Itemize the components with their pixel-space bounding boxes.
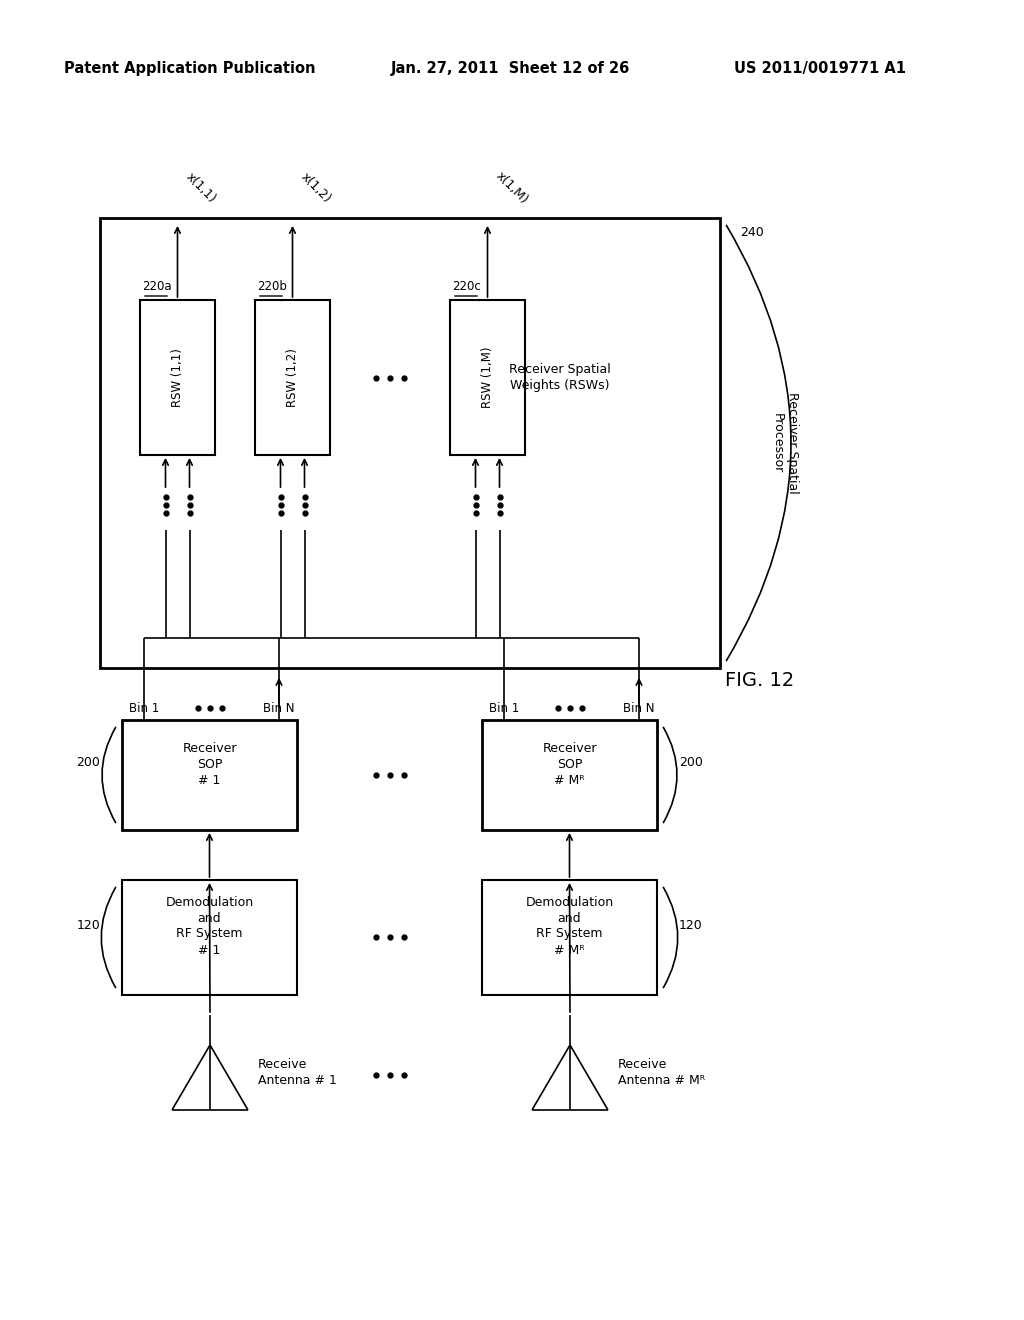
Text: Bin N: Bin N (624, 701, 654, 714)
Text: 220a: 220a (142, 280, 172, 293)
Text: # Mᴿ: # Mᴿ (554, 774, 585, 787)
Bar (122, 880, 297, 995)
Text: US 2011/0019771 A1: US 2011/0019771 A1 (734, 61, 906, 75)
Text: 220b: 220b (257, 280, 287, 293)
Text: and: and (558, 912, 582, 924)
Bar (255, 300, 330, 455)
Text: 120: 120 (679, 919, 702, 932)
Bar (140, 300, 215, 455)
Text: x(1,M): x(1,M) (494, 169, 530, 207)
Text: Bin 1: Bin 1 (488, 701, 519, 714)
Text: Jan. 27, 2011  Sheet 12 of 26: Jan. 27, 2011 Sheet 12 of 26 (390, 61, 630, 75)
Text: FIG. 12: FIG. 12 (725, 671, 795, 689)
Text: RSW (1,2): RSW (1,2) (286, 348, 299, 407)
Text: Bin N: Bin N (263, 701, 295, 714)
Text: Receiver Spatial
Weights (RSWs): Receiver Spatial Weights (RSWs) (509, 363, 611, 392)
Text: Patent Application Publication: Patent Application Publication (65, 61, 315, 75)
Text: RF System: RF System (537, 928, 603, 940)
Text: Antenna # 1: Antenna # 1 (258, 1074, 337, 1088)
Text: Receive: Receive (618, 1059, 668, 1072)
Text: Receiver: Receiver (543, 742, 597, 755)
Text: SOP: SOP (557, 758, 583, 771)
Text: RSW (1,M): RSW (1,M) (481, 347, 494, 408)
Text: x(1,2): x(1,2) (299, 170, 334, 206)
Text: RSW (1,1): RSW (1,1) (171, 348, 184, 407)
Text: # 1: # 1 (199, 944, 221, 957)
Text: # Mᴿ: # Mᴿ (554, 944, 585, 957)
Text: SOP: SOP (197, 758, 222, 771)
Bar (450, 300, 525, 455)
Bar (482, 880, 657, 995)
Text: 200: 200 (679, 756, 702, 770)
Text: # 1: # 1 (199, 774, 221, 787)
Bar (482, 719, 657, 830)
Text: x(1,1): x(1,1) (183, 170, 219, 206)
Text: and: and (198, 912, 221, 924)
Text: 200: 200 (76, 756, 100, 770)
Text: Bin 1: Bin 1 (129, 701, 159, 714)
Text: Receive: Receive (258, 1059, 307, 1072)
Text: 120: 120 (76, 919, 100, 932)
Text: 220c: 220c (452, 280, 480, 293)
Text: Antenna # Mᴿ: Antenna # Mᴿ (618, 1074, 706, 1088)
Text: Demodulation: Demodulation (166, 895, 254, 908)
Bar (100, 218, 720, 668)
Bar (122, 719, 297, 830)
Text: Demodulation: Demodulation (525, 895, 613, 908)
Text: RF System: RF System (176, 928, 243, 940)
Text: 240: 240 (740, 227, 764, 239)
Text: Receiver: Receiver (182, 742, 237, 755)
Text: Receiver Spatial
Processor: Receiver Spatial Processor (771, 392, 799, 494)
